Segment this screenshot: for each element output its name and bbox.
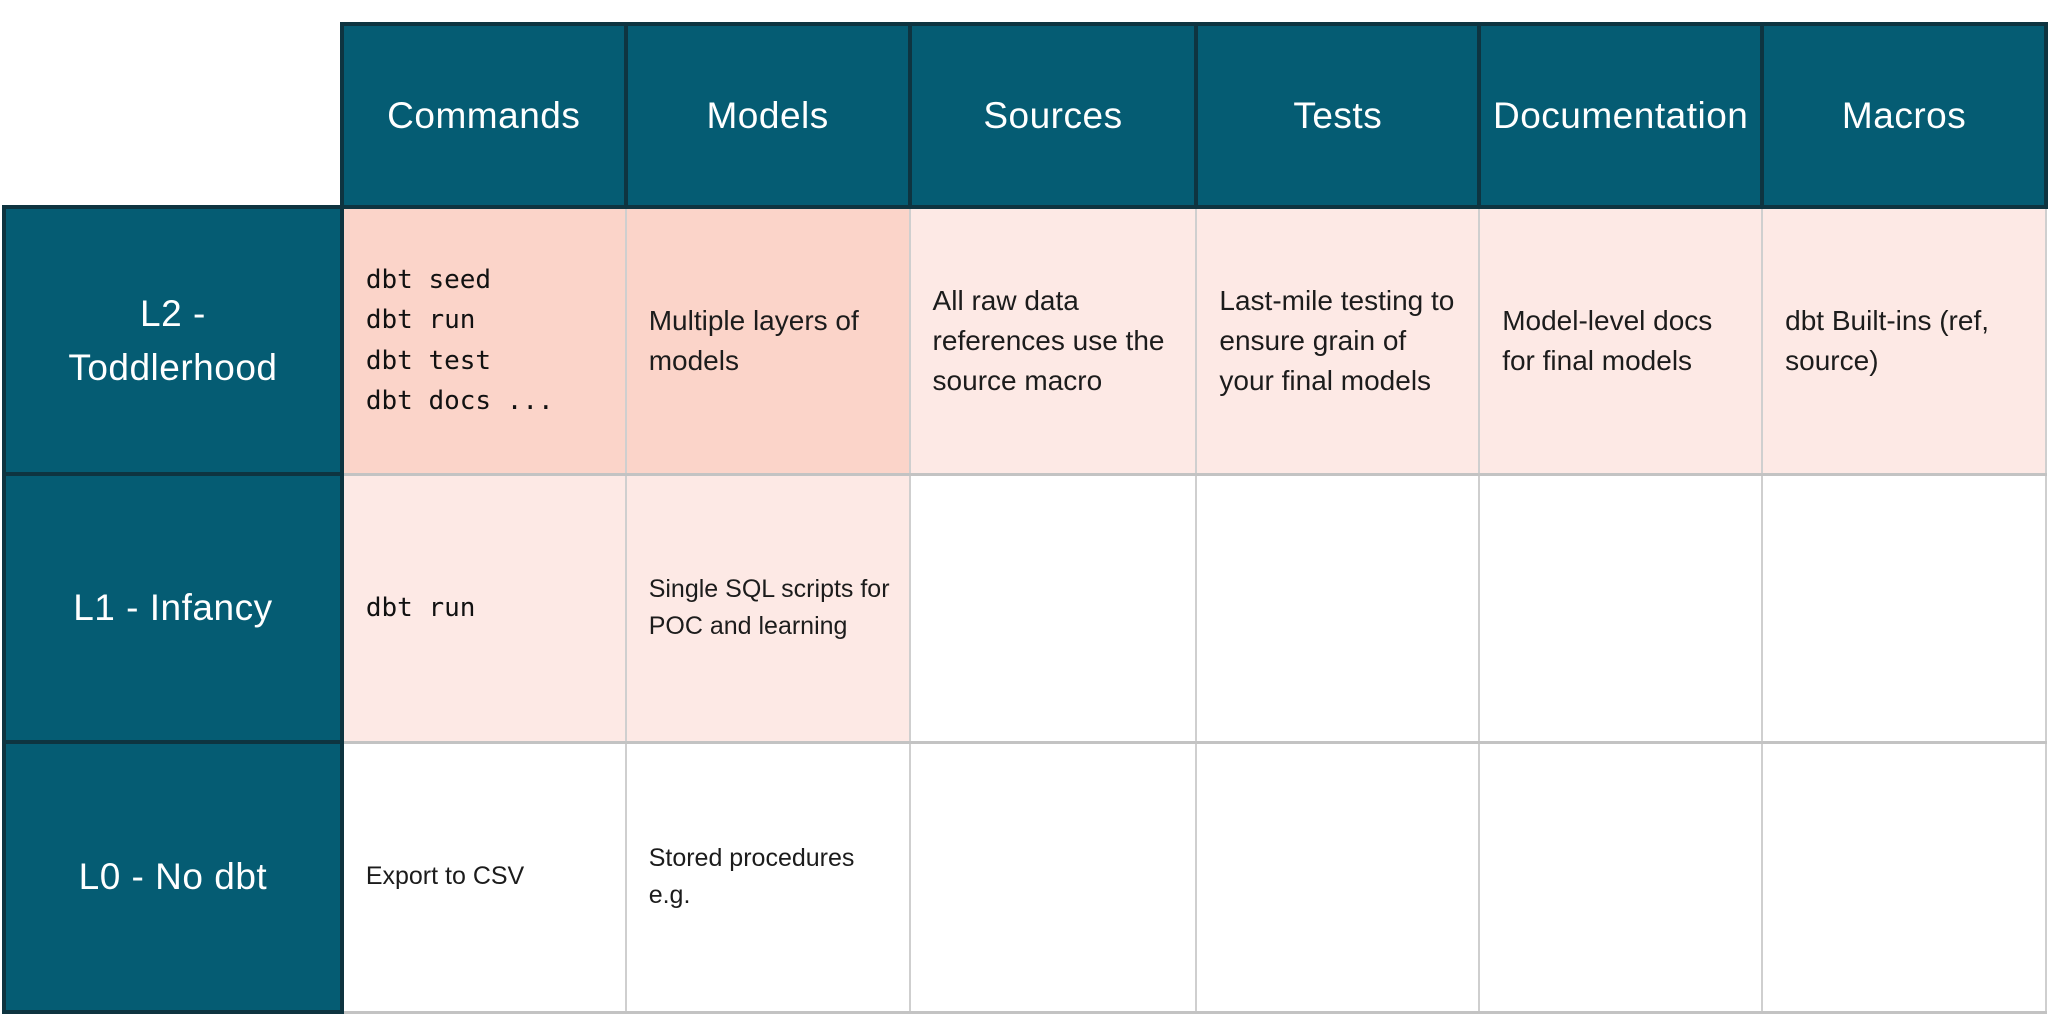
header-row: Commands Models Sources Tests Documentat… xyxy=(4,22,2048,209)
row-header-l0-no-dbt: L0 - No dbt xyxy=(2,740,344,1014)
cell-l1-documentation xyxy=(1478,473,1764,744)
maturity-table-stage: Commands Models Sources Tests Documentat… xyxy=(2,22,2048,1014)
cell-l2-tests: Last-mile testing to ensure grain of you… xyxy=(1195,206,1481,476)
cell-l1-macros xyxy=(1761,473,2047,744)
row-label: L1 - Infancy xyxy=(73,587,273,629)
cell-l2-models: Multiple layers of models xyxy=(624,206,911,476)
corner-cell xyxy=(4,24,342,207)
dbt-maturity-matrix: Commands Models Sources Tests Documentat… xyxy=(2,22,2048,1014)
cell-l2-sources: All raw data references use the source m… xyxy=(908,206,1198,476)
cell-l0-macros xyxy=(1761,741,2047,1014)
table-row-l2: L2 - Toddlerhood dbt seed dbt run dbt te… xyxy=(2,205,2047,476)
cell-l0-sources xyxy=(908,741,1198,1014)
cell-l0-commands: Export to CSV xyxy=(340,741,627,1014)
row-label: L0 - No dbt xyxy=(78,856,268,898)
cell-l2-commands: dbt seed dbt run dbt test dbt docs ... xyxy=(340,206,627,476)
cell-l1-commands: dbt run xyxy=(340,473,627,744)
column-header-commands: Commands xyxy=(339,22,628,209)
cell-l2-macros: dbt Built-ins (ref, source) xyxy=(1761,206,2047,476)
cell-l0-models: Stored procedures e.g. xyxy=(624,741,911,1014)
column-header-sources: Sources xyxy=(907,22,1199,209)
row-header-l2-toddlerhood: L2 - Toddlerhood xyxy=(2,205,344,476)
table-row-l1: L1 - Infancy dbt run Single SQL scripts … xyxy=(2,472,2047,744)
cell-l0-tests xyxy=(1195,741,1481,1014)
row-header-l1-infancy: L1 - Infancy xyxy=(2,472,344,744)
table-row-l0: L0 - No dbt Export to CSV Stored procedu… xyxy=(2,740,2047,1014)
cell-l1-models: Single SQL scripts for POC and learning xyxy=(624,473,911,744)
cell-l0-documentation xyxy=(1478,741,1764,1014)
column-header-macros: Macros xyxy=(1760,22,2048,209)
cell-l2-documentation: Model-level docs for final models xyxy=(1478,206,1764,476)
column-header-models: Models xyxy=(623,22,912,209)
column-header-tests: Tests xyxy=(1194,22,1482,209)
column-header-documentation: Documentation xyxy=(1477,22,1765,209)
cell-l1-sources xyxy=(908,473,1198,744)
cell-l1-tests xyxy=(1195,473,1481,744)
row-label: L2 - Toddlerhood xyxy=(68,292,278,388)
